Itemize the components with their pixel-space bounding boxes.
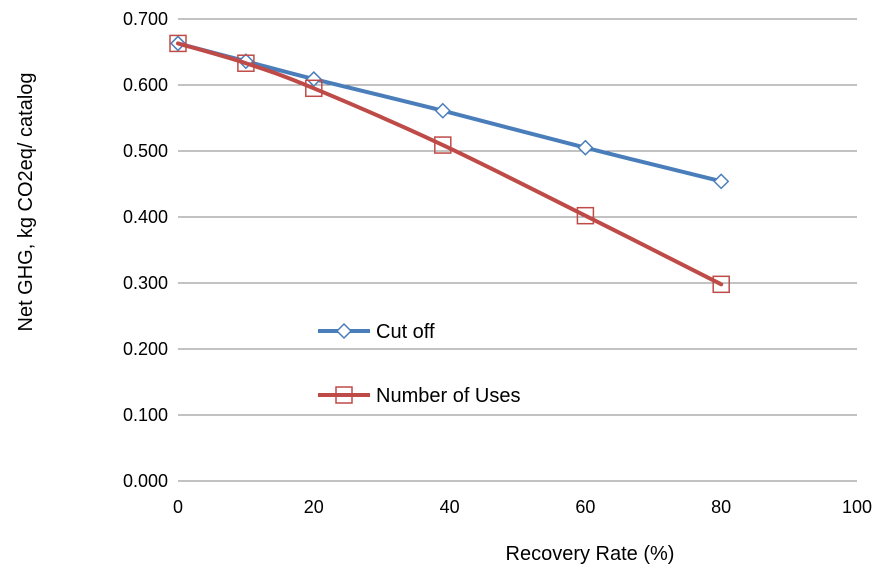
data-point (576, 206, 595, 225)
data-point (434, 136, 452, 154)
legend-label: Cut off (376, 321, 435, 343)
series-number-of-uses (169, 34, 730, 294)
data-point (713, 173, 730, 190)
legend-item: Number of Uses (318, 385, 521, 407)
series-line (176, 41, 724, 287)
legend-marker (335, 386, 353, 404)
data-point (434, 102, 451, 119)
x-tick-label: 80 (711, 497, 731, 517)
x-tick-labels: 0 20 40 60 80 100 (173, 497, 872, 517)
x-tick-label: 100 (842, 497, 872, 517)
series-cut-off (169, 35, 730, 190)
data-point (305, 70, 322, 88)
x-tick-label: 0 (173, 497, 183, 517)
x-axis-label: Recovery Rate (%) (506, 543, 675, 565)
series-group (169, 34, 730, 294)
data-point (305, 79, 323, 98)
y-tick-label: 0.000 (123, 471, 168, 491)
y-tick-label: 0.700 (123, 9, 168, 29)
series-line (176, 41, 724, 184)
data-point (712, 275, 730, 294)
data-point (169, 34, 187, 53)
legend-item: Cut off (318, 321, 435, 343)
y-tick-label: 0.200 (123, 339, 168, 359)
legend-marker (335, 322, 353, 340)
x-tick-label: 60 (575, 497, 595, 517)
y-tick-label: 0.500 (123, 141, 168, 161)
x-tick-label: 20 (304, 497, 324, 517)
y-tick-label: 0.300 (123, 273, 168, 293)
x-tick-label: 40 (440, 497, 460, 517)
gridlines (178, 18, 857, 416)
y-tick-label: 0.400 (123, 207, 168, 227)
y-tick-labels: 0.000 0.100 0.200 0.300 0.400 0.500 0.600 0.700 (123, 9, 168, 491)
y-tick-label: 0.600 (123, 75, 168, 95)
legend: Cut off Number of Uses (318, 321, 521, 407)
data-point (237, 54, 255, 72)
data-point (577, 139, 594, 156)
y-tick-label: 0.100 (123, 405, 168, 425)
y-axis-label: Net GHG, kg CO2eq/ catalog (15, 72, 37, 331)
legend-label: Number of Uses (376, 385, 521, 407)
